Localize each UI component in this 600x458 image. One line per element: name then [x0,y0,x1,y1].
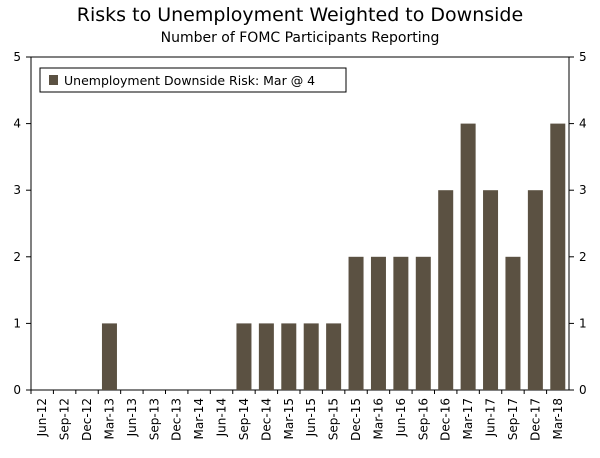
y-tick-label-left: 5 [13,50,21,64]
y-tick-label-right: 2 [579,250,587,264]
bar-dec-17 [527,190,543,390]
x-tick-label: Jun-13 [125,398,139,437]
y-tick-label-right: 1 [579,316,587,330]
y-tick-label-left: 1 [13,316,21,330]
x-tick-label: Dec-17 [528,398,542,441]
bar-sep-16 [415,256,431,390]
y-tick-label-right: 3 [579,183,587,197]
x-tick-label: Mar-16 [371,398,385,439]
x-tick-label: Mar-17 [461,398,475,439]
x-tick-label: Jun-15 [304,398,318,437]
bar-dec-16 [438,190,454,390]
x-tick-label: Sep-14 [237,398,251,440]
y-tick-label-right: 5 [579,50,587,64]
bar-mar-13 [101,323,117,390]
x-tick-label: Jun-14 [215,398,229,437]
y-tick-label-left: 2 [13,250,21,264]
x-tick-label: Mar-18 [551,398,565,439]
legend-label: Unemployment Downside Risk: Mar @ 4 [64,73,315,88]
chart-title: Risks to Unemployment Weighted to Downsi… [76,4,524,26]
x-tick-label: Sep-16 [416,398,430,440]
y-tick-label-left: 4 [13,117,21,131]
x-tick-label: Dec-13 [170,398,184,441]
bar-mar-15 [281,323,297,390]
x-tick-label: Sep-13 [147,398,161,440]
x-tick-label: Jun-16 [394,398,408,437]
bar-mar-18 [550,123,566,390]
y-tick-label-left: 0 [13,383,21,397]
bar-sep-15 [326,323,342,390]
chart-subtitle: Number of FOMC Participants Reporting [160,30,440,46]
legend-box [39,67,347,93]
x-tick-label: Jun-12 [35,398,49,437]
legend-swatch [49,75,58,85]
bar-sep-14 [236,323,252,390]
bar-mar-16 [370,256,386,390]
y-tick-label-right: 4 [579,117,587,131]
x-tick-label: Mar-13 [102,398,116,439]
bar-dec-14 [258,323,274,390]
bar-jun-17 [483,190,499,390]
x-tick-label: Sep-12 [58,398,72,440]
bar-sep-17 [505,256,521,390]
bar-mar-17 [460,123,476,390]
x-tick-label: Sep-17 [506,398,520,440]
x-tick-label: Dec-14 [259,398,273,441]
y-tick-label-right: 0 [579,383,587,397]
bar-jun-16 [393,256,409,390]
x-tick-label: Dec-15 [349,398,363,441]
legend: Unemployment Downside Risk: Mar @ 4 [39,67,347,93]
x-tick-label: Mar-14 [192,398,206,439]
bar-dec-15 [348,256,364,390]
y-tick-label-left: 3 [13,183,21,197]
x-tick-label: Mar-15 [282,398,296,439]
x-tick-label: Dec-16 [439,398,453,441]
x-tick-label: Dec-12 [80,398,94,441]
x-tick-label: Jun-17 [484,398,498,437]
x-tick-label: Sep-15 [327,398,341,440]
bar-jun-15 [303,323,319,390]
